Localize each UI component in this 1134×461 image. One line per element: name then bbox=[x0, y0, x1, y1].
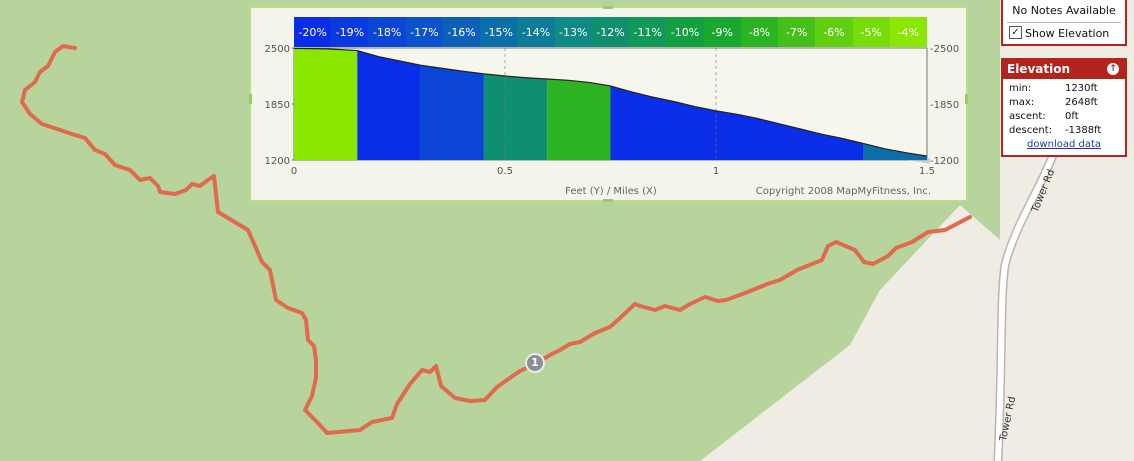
stat-min-label: min: bbox=[1009, 83, 1032, 94]
grade-cell: -12% bbox=[591, 17, 630, 47]
stat-min-value: 1230ft bbox=[1065, 83, 1098, 94]
grade-cell: -13% bbox=[554, 17, 592, 47]
resize-handle-top[interactable] bbox=[603, 6, 613, 9]
x-tick-label: 0.5 bbox=[497, 166, 513, 177]
elevation-header[interactable]: Elevation ↑ bbox=[1003, 60, 1125, 79]
grade-cell: -8% bbox=[740, 17, 779, 47]
y-tick-label-left: 1850 bbox=[265, 100, 290, 111]
route-line bbox=[20, 44, 972, 435]
grade-segment bbox=[294, 48, 358, 160]
tower-road-fill bbox=[995, 148, 1058, 461]
resize-handle-left[interactable] bbox=[249, 94, 252, 104]
grade-cell: -19% bbox=[331, 17, 369, 47]
grade-cell: -5% bbox=[852, 17, 890, 47]
land-area-2 bbox=[850, 205, 1000, 345]
grade-segment bbox=[547, 79, 611, 160]
pin-icon[interactable]: ↑ bbox=[1107, 63, 1119, 75]
grade-cell: -11% bbox=[629, 17, 667, 47]
grade-cell: -4% bbox=[889, 17, 927, 47]
y-tick-label-left: 1200 bbox=[265, 156, 290, 167]
grade-legend: -20% -19% -18% -17% -16% -15% -14% -13% -12% -11%… bbox=[294, 17, 927, 47]
elevation-line bbox=[293, 47, 928, 157]
show-elevation-checkbox[interactable]: ✓ bbox=[1009, 26, 1022, 39]
grade-cell: -20% bbox=[294, 17, 332, 47]
y-tick-label-right: -1850 bbox=[930, 100, 959, 111]
stat-ascent-label: ascent: bbox=[1009, 111, 1046, 122]
grade-segment bbox=[357, 50, 421, 161]
grade-cell: -10% bbox=[666, 17, 704, 47]
y-tick-label-left: 2500 bbox=[265, 44, 290, 55]
grade-cell: -6% bbox=[815, 17, 853, 47]
divider bbox=[1007, 22, 1121, 23]
grade-cell: -7% bbox=[778, 17, 816, 47]
elevation-stats-panel: Elevation ↑ min: 1230ft max: 2648ft asce… bbox=[1001, 58, 1127, 157]
grade-segment bbox=[420, 65, 484, 160]
show-elevation-label[interactable]: Show Elevation bbox=[1025, 27, 1110, 40]
grade-cell: -9% bbox=[703, 17, 741, 47]
grade-segment bbox=[610, 85, 864, 160]
grade-segment bbox=[483, 73, 548, 160]
x-tick-label: 1 bbox=[713, 166, 719, 177]
stat-max-label: max: bbox=[1009, 97, 1035, 108]
stat-descent-label: descent: bbox=[1009, 125, 1052, 136]
x-tick-label: 1.5 bbox=[919, 166, 935, 177]
stat-max-value: 2648ft bbox=[1065, 97, 1098, 108]
resize-handle-bottom[interactable] bbox=[603, 199, 613, 202]
stat-ascent-value: 0ft bbox=[1065, 111, 1079, 122]
x-tick-label: 0 bbox=[291, 166, 297, 177]
route-marker-1[interactable]: 1 bbox=[525, 353, 545, 373]
grade-cell: -15% bbox=[480, 17, 518, 47]
elevation-chart-panel: -20% -19% -18% -17% -16% -15% -14% -13% -12% -11%… bbox=[249, 6, 968, 202]
stat-descent-value: -1388ft bbox=[1065, 125, 1102, 136]
y-tick-label-right: -1200 bbox=[930, 156, 959, 167]
elevation-chart: 2500 1850 1200 -2500 -1850 -1200 0 0.5 1 1.5 Feet … bbox=[265, 44, 960, 197]
download-data-link[interactable]: download data bbox=[1026, 139, 1102, 150]
grade-cell: -17% bbox=[405, 17, 443, 47]
axis-caption: Feet (Y) / Miles (X) bbox=[565, 186, 657, 197]
copyright-text: Copyright 2008 MapMyFitness, Inc. bbox=[756, 186, 931, 197]
elevation-title: Elevation bbox=[1007, 62, 1071, 76]
grade-cell: -18% bbox=[368, 17, 406, 47]
y-tick-label-right: -2500 bbox=[930, 44, 959, 55]
resize-handle-right[interactable] bbox=[965, 94, 968, 104]
grade-cell: -16% bbox=[442, 17, 481, 47]
notes-panel: No Notes Available ✓ Show Elevation bbox=[1001, 0, 1127, 46]
grade-cell: -14% bbox=[517, 17, 555, 47]
notes-text: No Notes Available bbox=[1012, 4, 1116, 17]
